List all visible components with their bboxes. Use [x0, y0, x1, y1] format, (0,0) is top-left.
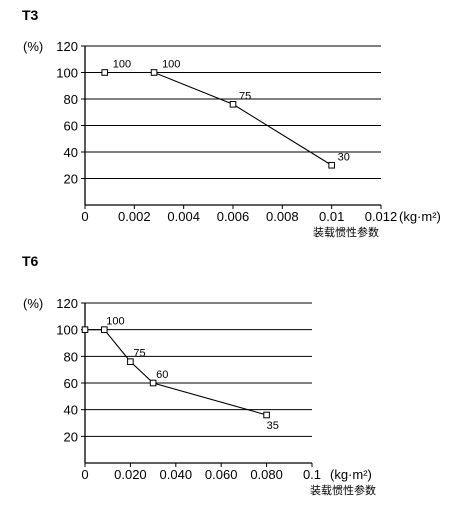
x-tick-label: 0.080: [250, 467, 283, 482]
x-tick-label: 0.1: [303, 467, 321, 482]
data-point-marker: [81, 326, 89, 333]
x-tick-label: 0.060: [205, 467, 238, 482]
x-tick-label: 0.020: [114, 467, 147, 482]
y-tick-label: 40: [64, 145, 78, 160]
x-axis-unit: (kg·m²): [330, 467, 372, 482]
y-tick-label: 20: [64, 172, 78, 187]
chart-t6: T6 (%) 20 40 60 80 100 120 0 0.020 0.040 0.060 0.080…: [22, 253, 376, 497]
y-tick-label: 80: [64, 349, 78, 364]
data-label: 60: [156, 369, 168, 381]
data-label: 75: [239, 90, 251, 102]
y-tick-label: 100: [56, 66, 78, 81]
y-tick-label: 120: [56, 39, 78, 54]
data-point-marker: [229, 101, 237, 108]
y-axis-unit: (%): [23, 39, 43, 54]
data-point-marker: [263, 411, 270, 419]
y-tick-label: 60: [64, 376, 78, 391]
y-tick-label: 60: [64, 119, 78, 134]
y-tick-label: 80: [64, 92, 78, 107]
data-point-marker: [100, 326, 108, 333]
x-tick-label: 0.002: [118, 209, 151, 224]
x-tick-label: 0.012: [365, 209, 398, 224]
y-tick-label: 100: [56, 323, 78, 338]
y-axis-unit: (%): [23, 296, 43, 311]
data-point-marker: [150, 69, 158, 76]
x-tick-label: 0.008: [266, 209, 299, 224]
y-tick-label: 20: [64, 429, 78, 444]
chart-title: T3: [22, 7, 39, 23]
data-point-marker: [328, 161, 335, 169]
x-axis-unit: (kg·m²): [399, 209, 441, 224]
x-tick-label: 0.040: [160, 467, 193, 482]
x-axis-title: 装载惯性参数: [310, 483, 376, 497]
series-line: [85, 329, 267, 416]
data-label: 100: [106, 316, 124, 328]
data-label: 100: [113, 59, 131, 71]
x-tick-label: 0.01: [319, 209, 344, 224]
x-tick-label: 0: [81, 209, 88, 224]
data-label: 30: [338, 151, 350, 163]
series-line: [104, 71, 332, 166]
data-label: 35: [267, 420, 279, 432]
x-tick-label: 0.004: [167, 209, 200, 224]
x-axis-title: 装载惯性参数: [313, 225, 379, 239]
data-point-marker: [101, 69, 109, 76]
data-point-marker: [149, 379, 157, 387]
x-tick-label: 0.006: [217, 209, 250, 224]
x-tick-label: 0: [81, 467, 88, 482]
y-tick-label: 120: [56, 296, 78, 311]
data-label: 100: [162, 59, 180, 71]
data-label: 75: [133, 348, 145, 360]
chart-t3: T3 (%) 20 40 60 80 100 120 0 0.002 0.004 0.006 0.008…: [22, 7, 441, 239]
chart-title: T6: [22, 253, 39, 269]
y-tick-label: 40: [64, 403, 78, 418]
data-point-marker: [127, 358, 134, 365]
